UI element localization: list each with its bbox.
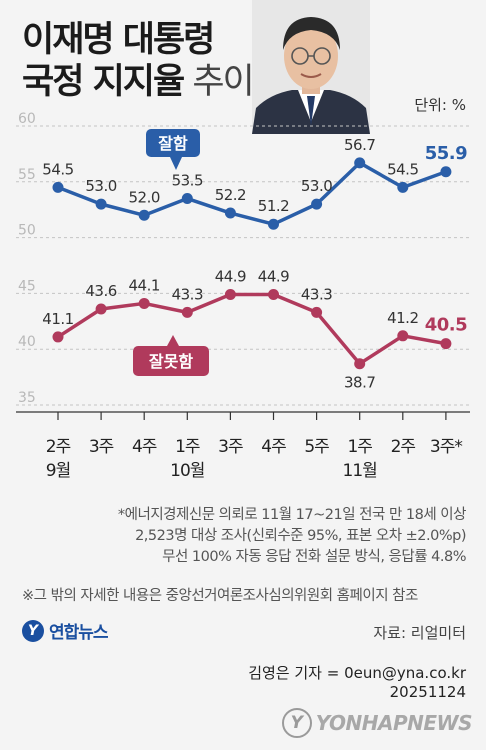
data-point <box>224 207 236 219</box>
y-tick-label: 35 <box>18 390 36 406</box>
data-label: 53.5 <box>172 172 203 190</box>
x-tick-label: 1주 <box>175 437 200 457</box>
data-label: 52.0 <box>128 188 159 206</box>
title-line2-bold: 국정 지지율 <box>22 62 185 102</box>
data-label: 44.9 <box>258 268 289 286</box>
data-point <box>138 209 150 221</box>
unit-label: 단위: % <box>414 96 466 114</box>
x-tick-label: 1주 <box>347 437 372 457</box>
data-point <box>224 289 236 301</box>
data-label: 38.7 <box>344 374 375 392</box>
callout-label: 잘못함 <box>149 352 193 371</box>
data-point <box>52 181 64 193</box>
date: 20251124 <box>389 683 466 701</box>
x-month-label: 10월 <box>170 461 204 481</box>
data-point <box>354 358 366 370</box>
series-line-0 <box>57 161 447 226</box>
data-point <box>95 198 107 210</box>
title-line2-light: 추이 <box>192 62 254 102</box>
callout-label: 잘함 <box>158 134 188 153</box>
yonhap-logo-icon: Y <box>22 619 44 642</box>
legend-callout-bad: 잘못함 <box>133 335 209 376</box>
data-label: 44.1 <box>128 276 159 294</box>
y-tick-label: 55 <box>18 167 36 183</box>
x-tick-label: 2주 <box>46 437 71 457</box>
x-tick-label: 3주* <box>430 437 462 457</box>
note-line: 무선 100% 자동 응답 전화 설문 방식, 응답률 4.8% <box>162 549 466 565</box>
yonhap-logo-text: 연합뉴스 <box>49 623 109 643</box>
data-point <box>354 157 366 169</box>
data-point <box>181 193 193 205</box>
note-line: *에너지경제신문 의뢰로 11월 17~21일 전국 만 18세 이상 <box>117 507 467 523</box>
y-tick-label: 60 <box>18 111 36 127</box>
x-tick-label: 3주 <box>218 437 243 457</box>
watermark-icon: Y <box>281 708 312 738</box>
notes: *에너지경제신문 의뢰로 11월 17~21일 전국 만 18세 이상 2,52… <box>16 505 467 568</box>
legend-callout-good: 잘함 <box>146 129 200 170</box>
data-label: 56.7 <box>344 136 375 154</box>
callout-pointer <box>167 335 179 346</box>
title-line1: 이재명 대통령 <box>22 20 215 60</box>
data-label: 54.5 <box>387 160 418 178</box>
data-point <box>440 166 452 178</box>
data-point <box>311 198 323 210</box>
reference-note: ※그 밖의 자세한 내용은 중앙선거여론조사심의위원회 홈페이지 참조 <box>22 588 418 604</box>
data-label: 52.2 <box>215 186 246 204</box>
x-tick-label: 4주 <box>132 437 157 457</box>
data-label: 41.2 <box>387 309 418 327</box>
data-point <box>311 306 323 318</box>
title-line2: 국정 지지율 추이 <box>22 60 255 104</box>
callout-pointer <box>170 157 182 170</box>
x-tick-label: 4주 <box>261 437 286 457</box>
watermark: Y YONHAPNEWS <box>281 708 473 738</box>
portrait-photo <box>252 0 370 134</box>
x-tick-label: 5주 <box>304 437 329 457</box>
callout-box <box>133 346 209 376</box>
x-tick-label: 3주 <box>89 437 114 457</box>
data-label: 53.0 <box>301 177 332 195</box>
data-label: 43.3 <box>172 285 203 303</box>
reporter: 김영은 기자 = 0eun@yna.co.kr <box>248 664 466 682</box>
data-point <box>268 218 279 230</box>
data-label: 43.3 <box>301 285 332 303</box>
data-point <box>440 338 452 350</box>
x-month-label: 11월 <box>343 461 377 481</box>
data-label: 44.9 <box>215 268 246 286</box>
yonhap-logo: Y 연합뉴스 <box>22 618 109 643</box>
data-point <box>95 303 107 315</box>
y-tick-label: 40 <box>18 334 36 350</box>
note-line: 2,523명 대상 조사(신뢰수준 95%, 표본 오차 ±2.0%p) <box>135 528 466 544</box>
y-tick-label: 50 <box>18 223 36 239</box>
data-point <box>268 289 279 301</box>
data-label: 43.6 <box>85 282 116 300</box>
watermark-text: YONHAPNEWS <box>315 711 473 735</box>
source-label: 자료: 리얼미터 <box>373 624 466 642</box>
data-label: 40.5 <box>425 315 467 336</box>
data-point <box>181 306 193 318</box>
x-tick-label: 2주 <box>391 437 416 457</box>
y-tick-label: 45 <box>18 278 36 294</box>
callout-box <box>146 129 200 157</box>
data-point <box>397 181 409 193</box>
byline: 김영은 기자 = 0eun@yna.co.kr 20251124 <box>248 664 466 702</box>
data-label: 54.5 <box>42 160 73 178</box>
x-month-label: 9월 <box>46 461 70 481</box>
data-label: 41.1 <box>42 310 73 328</box>
data-point <box>52 331 64 343</box>
data-label: 53.0 <box>85 177 116 195</box>
series-line-1 <box>57 292 447 366</box>
line-chart: 60 55 50 45 40 35 54.5 53.0 52.0 53.5 52.2 51.2 53.… <box>16 111 470 481</box>
data-label: 55.9 <box>425 143 467 164</box>
data-label: 51.2 <box>258 197 289 215</box>
title: 이재명 대통령 국정 지지율 추이 <box>22 20 255 104</box>
data-point <box>138 297 150 309</box>
data-point <box>397 330 409 342</box>
